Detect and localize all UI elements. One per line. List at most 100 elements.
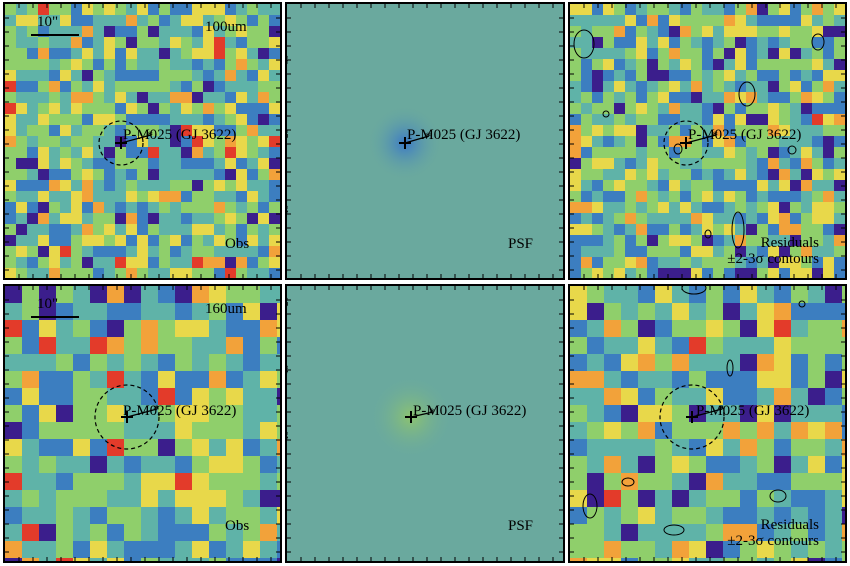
- map-pixel: [724, 59, 736, 71]
- map-pixel: [581, 37, 593, 49]
- map-pixel: [791, 490, 809, 508]
- map-pixel: [39, 286, 57, 304]
- map-pixel: [746, 235, 758, 247]
- map-pixel: [209, 490, 227, 508]
- map-pixel: [706, 524, 724, 542]
- map-pixel: [706, 456, 724, 474]
- map-pixel: [73, 286, 91, 304]
- map-pixel: [702, 125, 714, 137]
- map-pixel: [570, 59, 582, 71]
- map-pixel: [655, 439, 673, 457]
- map-pixel: [192, 246, 204, 258]
- map-pixel: [625, 4, 637, 16]
- map-pixel: [49, 92, 61, 104]
- map-pixel: [672, 388, 690, 406]
- map-pixel: [768, 169, 780, 181]
- map-pixel: [38, 59, 50, 71]
- map-pixel: [570, 246, 582, 258]
- map-pixel: [812, 246, 824, 258]
- map-pixel: [735, 257, 747, 269]
- residual-panel-160um: * P-M025 (GJ 3622) Residuals ±2-3σ conto…: [568, 284, 847, 563]
- map-pixel: [740, 303, 758, 321]
- map-pixel: [647, 224, 659, 236]
- map-pixel: [214, 224, 226, 236]
- map-pixel: [5, 202, 17, 214]
- map-pixel: [614, 136, 626, 148]
- map-pixel: [774, 388, 792, 406]
- map-pixel: [603, 180, 615, 192]
- map-pixel: [791, 541, 809, 559]
- map-pixel: [842, 422, 845, 440]
- map-pixel: [5, 59, 17, 71]
- map-pixel: [713, 180, 725, 192]
- map-pixel: [181, 246, 193, 258]
- map-pixel: [71, 70, 83, 82]
- map-pixel: [203, 257, 215, 269]
- map-pixel: [5, 257, 17, 269]
- map-pixel: [621, 422, 639, 440]
- map-pixel: [115, 213, 127, 225]
- map-pixel: [209, 388, 227, 406]
- map-pixel: [49, 59, 61, 71]
- map-pixel: [689, 337, 707, 355]
- map-pixel: [672, 405, 690, 423]
- map-pixel: [192, 92, 204, 104]
- map-pixel: [724, 92, 736, 104]
- map-pixel: [702, 92, 714, 104]
- map-pixel: [158, 541, 176, 559]
- map-pixel: [141, 354, 159, 372]
- map-pixel: [791, 439, 809, 457]
- map-pixel: [22, 286, 40, 304]
- map-pixel: [691, 37, 703, 49]
- map-pixel: [706, 473, 724, 491]
- map-pixel: [823, 37, 835, 49]
- map-pixel: [126, 246, 138, 258]
- map-pixel: [658, 169, 670, 181]
- map-pixel: [636, 48, 648, 60]
- map-pixel: [73, 422, 91, 440]
- map-pixel: [16, 136, 28, 148]
- map-pixel: [691, 202, 703, 214]
- map-pixel: [247, 213, 259, 225]
- map-pixel: [126, 103, 138, 115]
- map-pixel: [801, 26, 813, 38]
- map-pixel: [768, 246, 780, 258]
- map-pixel: [808, 388, 826, 406]
- map-pixel: [740, 337, 758, 355]
- map-pixel: [834, 246, 845, 258]
- map-pixel: [90, 337, 108, 355]
- map-pixel: [225, 268, 237, 278]
- map-pixel: [823, 136, 835, 148]
- map-pixel: [768, 4, 780, 16]
- map-pixel: [636, 224, 648, 236]
- map-pixel: [5, 191, 17, 203]
- map-pixel: [258, 4, 270, 16]
- proper-motion-arrow: [126, 408, 158, 418]
- map-pixel: [603, 37, 615, 49]
- map-pixel: [22, 388, 40, 406]
- map-pixel: [192, 371, 210, 389]
- map-pixel: [740, 439, 758, 457]
- map-pixel: [636, 59, 648, 71]
- map-pixel: [768, 26, 780, 38]
- map-pixel: [768, 257, 780, 269]
- axis-ticks: [5, 286, 280, 561]
- map-pixel: [148, 235, 160, 247]
- map-pixel: [621, 405, 639, 423]
- map-pixel: [746, 26, 758, 38]
- map-pixel: [812, 180, 824, 192]
- map-pixel: [104, 224, 116, 236]
- map-pixel: [625, 246, 637, 258]
- map-pixel: [148, 268, 160, 278]
- map-pixel: [209, 371, 227, 389]
- map-pixel: [746, 213, 758, 225]
- map-pixel: [214, 92, 226, 104]
- map-pixel: [713, 191, 725, 203]
- map-pixel: [159, 202, 171, 214]
- map-pixel: [22, 541, 40, 559]
- map-pixel: [38, 246, 50, 258]
- map-pixel: [724, 257, 736, 269]
- map-pixel: [49, 158, 61, 170]
- map-pixel: [93, 224, 105, 236]
- map-pixel: [834, 235, 845, 247]
